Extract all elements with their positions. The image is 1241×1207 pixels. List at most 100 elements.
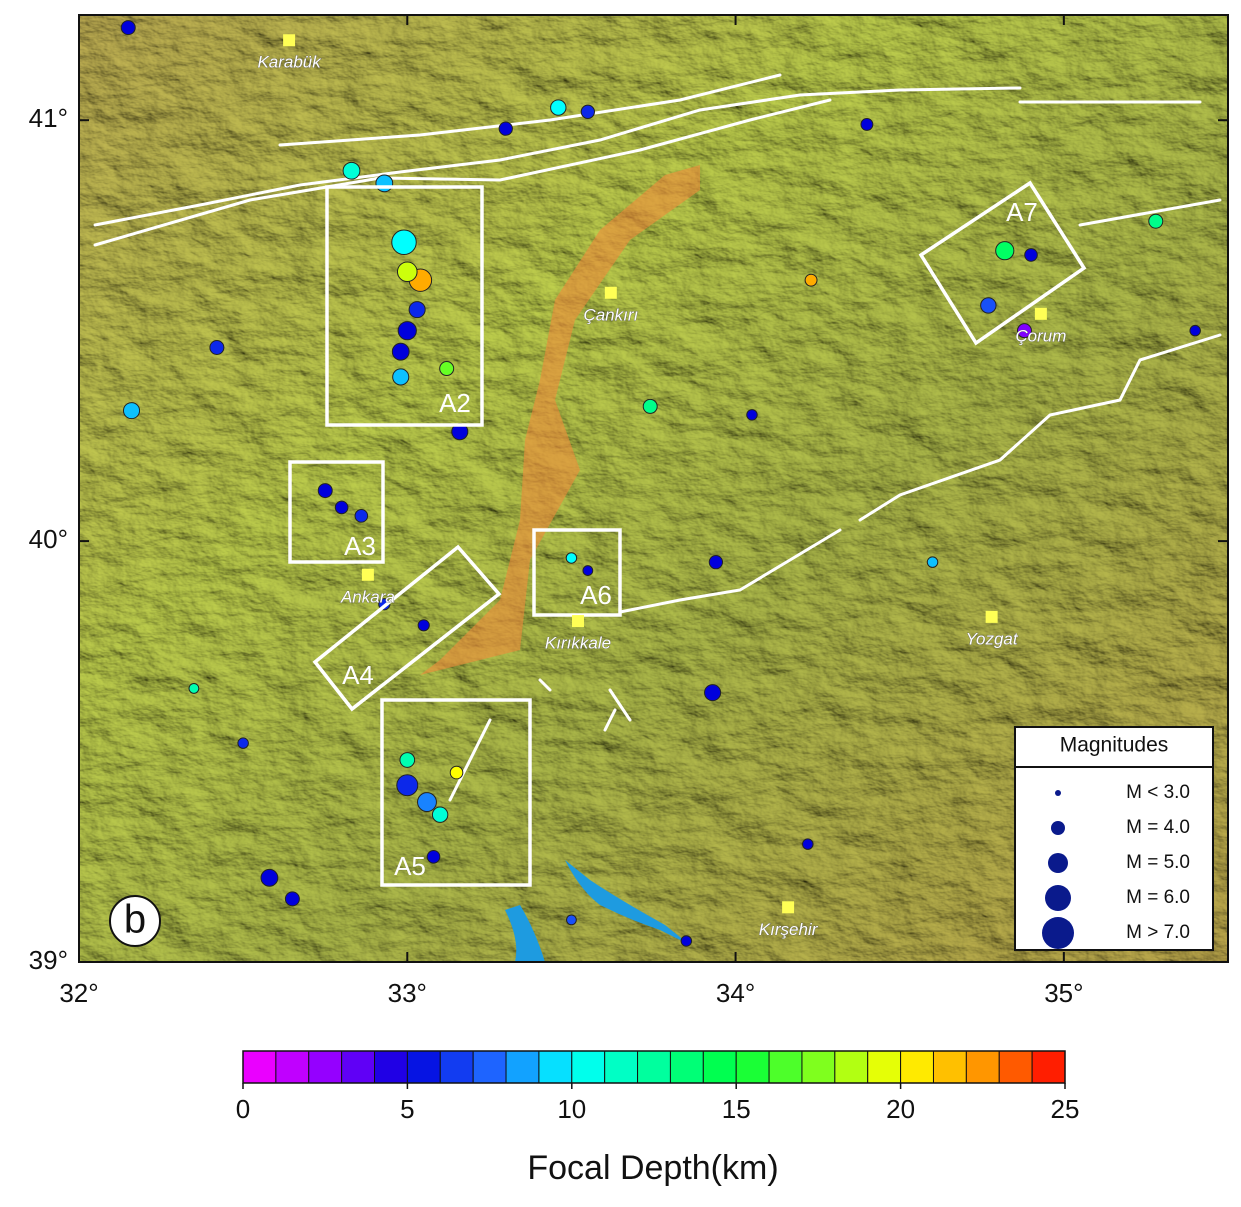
map: A2 A3 A4 A5 A6 A7 KarabükÇankırıÇorumAnk… [79, 15, 1228, 962]
legend-title: Magnitudes [1060, 734, 1169, 757]
earthquake [567, 915, 577, 925]
colorbar-segment [309, 1051, 342, 1083]
city-label: Çorum [1015, 326, 1066, 345]
legend-marker [1051, 821, 1065, 835]
earthquake [409, 302, 425, 318]
earthquake [643, 399, 657, 413]
earthquake [803, 839, 814, 850]
earthquake [376, 175, 393, 192]
colorbar-segment [802, 1051, 835, 1083]
legend-label: M = 4.0 [1126, 817, 1190, 838]
earthquake [927, 557, 938, 568]
colorbar-segment [375, 1051, 408, 1083]
earthquake [285, 892, 299, 906]
colorbar-segment [473, 1051, 506, 1083]
city-marker [605, 287, 617, 299]
colorbar-tick-label: 10 [557, 1094, 586, 1124]
earthquake [393, 369, 409, 385]
legend-marker [1055, 790, 1061, 796]
earthquake [189, 684, 199, 694]
earthquake [1190, 325, 1201, 336]
colorbar-segment [276, 1051, 309, 1083]
colorbar-segment [835, 1051, 868, 1083]
earthquake [335, 501, 348, 514]
earthquake [432, 807, 447, 822]
colorbar-segment [769, 1051, 802, 1083]
earthquake [238, 738, 249, 749]
city-label: Kırşehir [759, 920, 819, 939]
area-label: A6 [580, 580, 612, 610]
earthquake [705, 685, 721, 701]
earthquake [1149, 214, 1163, 228]
city-marker [362, 569, 374, 581]
x-tick-label: 33° [388, 978, 427, 1008]
earthquake [583, 566, 593, 576]
earthquake [398, 322, 416, 340]
colorbar-segment [407, 1051, 440, 1083]
earthquake [397, 262, 417, 282]
colorbar-segment [868, 1051, 901, 1083]
colorbar-tick-label: 20 [886, 1094, 915, 1124]
legend: Magnitudes M < 3.0M = 4.0M = 5.0M = 6.0M… [1015, 727, 1213, 950]
area-label: A7 [1006, 197, 1038, 227]
city-marker [572, 615, 584, 627]
legend-marker [1042, 917, 1074, 949]
area-label: A3 [344, 531, 376, 561]
colorbar-label: Focal Depth(km) [527, 1149, 778, 1187]
legend-marker [1048, 853, 1068, 873]
y-tick-label: 41° [29, 103, 68, 133]
city-label: Ankara [340, 587, 395, 606]
legend-box [1015, 727, 1213, 950]
colorbar-tick-label: 25 [1051, 1094, 1080, 1124]
colorbar-tick-label: 15 [722, 1094, 751, 1124]
earthquake [392, 343, 409, 360]
earthquake [418, 620, 429, 631]
earthquake [121, 21, 135, 35]
area-label: A2 [439, 388, 471, 418]
colorbar-segment [506, 1051, 539, 1083]
colorbar-segment [440, 1051, 473, 1083]
earthquake [996, 242, 1014, 260]
colorbar-segment [703, 1051, 736, 1083]
legend-label: M > 7.0 [1126, 922, 1190, 943]
city-label: Çankırı [583, 305, 638, 324]
colorbar-segment [670, 1051, 703, 1083]
earthquake [427, 850, 440, 863]
city-label: Yozgat [966, 629, 1019, 648]
panel-label: b [124, 898, 146, 942]
colorbar-segment [605, 1051, 638, 1083]
earthquake [681, 936, 692, 947]
colorbar-segment [342, 1051, 375, 1083]
earthquake [981, 298, 996, 313]
x-tick-label: 32° [59, 978, 98, 1008]
y-tick-label: 40° [29, 524, 68, 554]
earthquake [581, 105, 594, 118]
colorbar-tick-label: 5 [400, 1094, 414, 1124]
earthquake [566, 553, 577, 564]
y-tick-label: 39° [29, 945, 68, 975]
earthquake [450, 766, 463, 779]
earthquake [418, 793, 437, 812]
earthquake [551, 100, 566, 115]
colorbar-segment [901, 1051, 934, 1083]
colorbar-segment [243, 1051, 276, 1083]
earthquake [355, 510, 368, 523]
legend-label: M < 3.0 [1126, 782, 1190, 803]
earthquake [805, 274, 817, 286]
legend-label: M = 6.0 [1126, 887, 1190, 908]
colorbar-segment [736, 1051, 769, 1083]
colorbar-segment [966, 1051, 999, 1083]
colorbar-segment [999, 1051, 1032, 1083]
earthquake [261, 869, 278, 886]
city-marker [1035, 308, 1047, 320]
earthquake [1025, 249, 1038, 262]
earthquake [392, 230, 417, 255]
earthquake [747, 410, 758, 421]
earthquake [709, 556, 722, 569]
legend-marker [1045, 885, 1071, 911]
figure: A2 A3 A4 A5 A6 A7 KarabükÇankırıÇorumAnk… [0, 0, 1241, 1202]
earthquake [440, 362, 454, 376]
city-marker [782, 901, 794, 913]
earthquake [861, 118, 873, 130]
